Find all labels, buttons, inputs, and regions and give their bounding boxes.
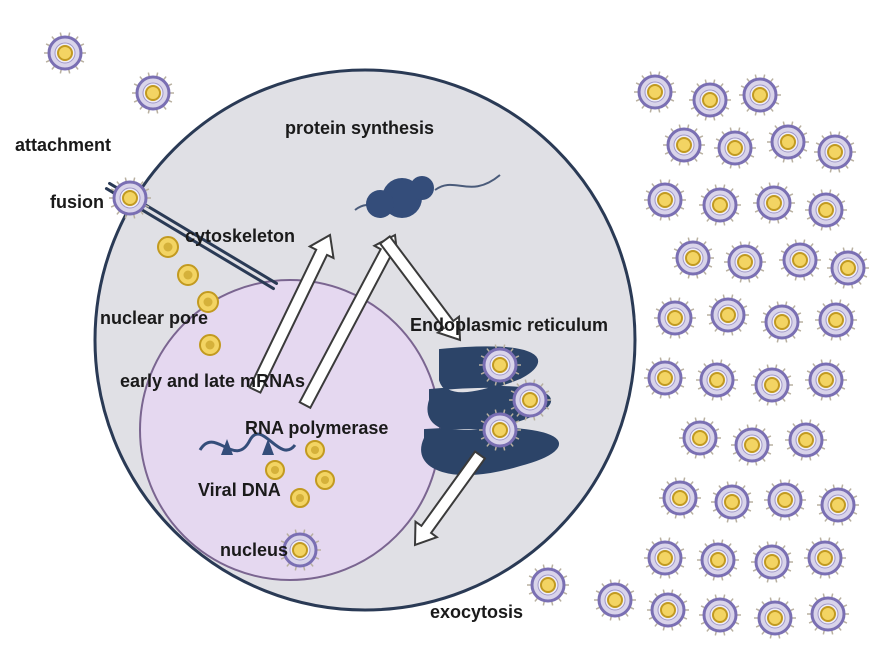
virion-icon — [751, 365, 793, 406]
virion-icon — [739, 75, 781, 116]
capsid-icon — [200, 335, 220, 355]
virion-icon — [761, 302, 803, 343]
virion-icon — [679, 418, 721, 459]
capsid-icon — [178, 265, 198, 285]
virion-icon — [672, 238, 714, 279]
virion-icon — [724, 242, 766, 283]
virion-icon — [707, 295, 749, 336]
virion-icon — [654, 298, 696, 339]
diagram-stage: attachment fusion cytoskeleton nuclear p… — [0, 0, 873, 663]
virion-icon — [697, 540, 739, 581]
virion-icon — [699, 185, 741, 226]
virion-icon — [644, 538, 686, 579]
capsid-icon — [306, 441, 324, 459]
virion-icon — [827, 248, 869, 289]
virion-icon — [807, 594, 849, 635]
virion-icon — [634, 72, 676, 113]
capsid-icon — [158, 237, 178, 257]
virion-icon — [714, 128, 756, 169]
virion-icon — [779, 240, 821, 281]
virion-icon — [659, 478, 701, 519]
capsid-icon — [316, 471, 334, 489]
capsid-icon — [198, 292, 218, 312]
virion-icon — [663, 125, 705, 166]
virion-icon — [711, 482, 753, 523]
virion-icon — [44, 33, 86, 74]
virion-icon — [785, 420, 827, 461]
virion-icon — [699, 595, 741, 636]
virion-icon — [804, 538, 846, 579]
virion-icon — [644, 358, 686, 399]
virion-icon — [644, 180, 686, 221]
virion-icon — [132, 73, 174, 114]
virion-icon — [817, 485, 859, 526]
virion-icon — [696, 360, 738, 401]
virion-icon — [764, 480, 806, 521]
capsid-icon — [291, 489, 309, 507]
virion-icon — [594, 580, 636, 621]
virion-icon — [527, 565, 569, 606]
virion-icon — [805, 190, 847, 231]
diagram-svg — [0, 0, 873, 663]
virion-icon — [751, 542, 793, 583]
virion-icon — [647, 590, 689, 631]
virion-icon — [815, 300, 857, 341]
virion-icon — [689, 80, 731, 121]
virion-icon — [767, 122, 809, 163]
virion-icon — [814, 132, 856, 173]
virion-icon — [805, 360, 847, 401]
virion-icon — [754, 598, 796, 639]
virion-icon — [731, 425, 773, 466]
capsid-icon — [266, 461, 284, 479]
virion-icon — [753, 183, 795, 224]
